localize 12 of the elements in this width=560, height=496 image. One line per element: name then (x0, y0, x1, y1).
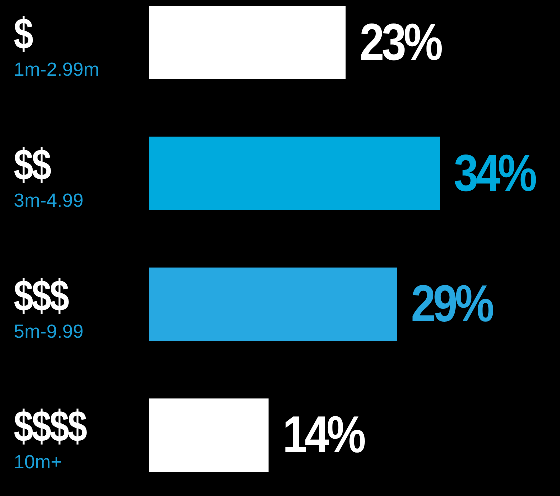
data-label: 14% (282, 406, 366, 464)
y-tick-label: $ 1m-2.99m (14, 10, 100, 81)
bar (149, 398, 269, 472)
data-label: 34% (454, 144, 537, 203)
data-label: 29% (411, 275, 494, 334)
bar (149, 268, 398, 342)
y-tick-label: $$$ 5m-9.99 (14, 272, 84, 343)
data-label: 23% (360, 14, 442, 72)
bar (149, 136, 440, 210)
bar (149, 6, 346, 80)
y-tick-label: $$ 3m-4.99 (14, 141, 84, 212)
y-tick-label: $$$$ 10m+ (14, 403, 88, 474)
